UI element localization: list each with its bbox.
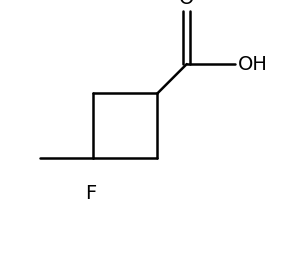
Text: F: F xyxy=(85,184,96,203)
Text: OH: OH xyxy=(237,54,267,74)
Text: O: O xyxy=(179,0,194,8)
